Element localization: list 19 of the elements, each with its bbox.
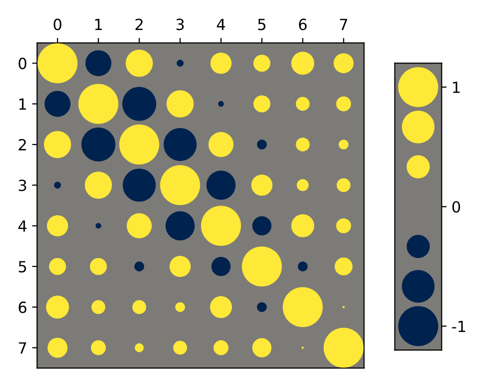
x-tick-label: 1 [95,18,102,30]
y-tick-label: 4 [18,220,27,232]
y-tick-label: 1 [19,98,26,110]
x-tick-label: 2 [136,18,143,30]
x-tick-label: 4 [216,18,226,30]
x-tick-label: 5 [258,18,266,30]
x-tick-label: 6 [298,18,307,30]
y-tick-label: 5 [18,261,26,272]
text: 1 [453,82,460,93]
x-tick-label: 0 [54,18,62,30]
text: 0 [452,201,460,213]
y-tick-label: 0 [18,58,26,70]
y-tick-label: 3 [18,180,26,192]
text: -1 [452,320,466,332]
x-tick-label: 7 [340,18,348,30]
y-tick-label: 2 [18,138,26,150]
y-tick-label: 7 [18,342,26,354]
y-tick-label: 6 [18,302,26,314]
x-tick-label: 3 [176,18,184,30]
